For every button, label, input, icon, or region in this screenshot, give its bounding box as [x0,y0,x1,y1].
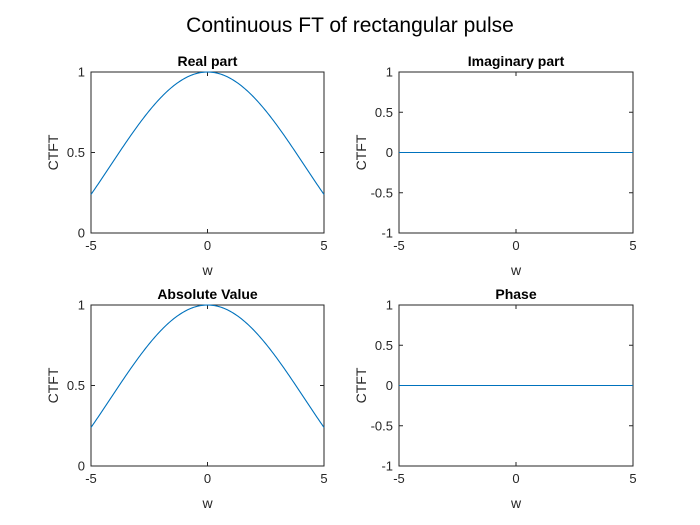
subplot-title: Phase [495,286,536,302]
series-line [90,71,325,195]
x-tick-label: -5 [393,471,405,486]
y-tick-label: 0.5 [375,338,393,353]
y-axis-label: CTFT [353,134,369,170]
y-tick-label: 0 [386,378,393,393]
y-tick-label: 0 [78,226,85,241]
y-tick-label: 1 [78,298,85,313]
y-tick-label: 0.5 [375,105,393,120]
subplot-4: -5 0 5 -1 -0.5 0 0.5 1 Phase w CTFT [353,286,637,511]
y-axis-label: CTFT [45,134,61,170]
x-axis-label: w [201,495,213,511]
y-tick-label: -1 [381,226,393,241]
axes-box [90,304,325,467]
y-tick-label: 0.5 [67,145,85,160]
x-tick-label: 0 [204,471,211,486]
x-tick-label: 5 [629,238,636,253]
y-tick-label: -0.5 [371,185,393,200]
y-tick-label: 0 [386,145,393,160]
x-tick-label: 0 [512,238,519,253]
x-tick-label: -5 [85,238,97,253]
axes-box [90,71,325,234]
figure-title: Continuous FT of rectangular pulse [186,14,514,37]
y-tick-label: -1 [381,459,393,474]
y-tick-label: -0.5 [371,418,393,433]
x-tick-label: 0 [512,471,519,486]
x-tick-label: 5 [320,471,327,486]
x-axis-label: w [201,262,213,278]
x-tick-label: 0 [204,238,211,253]
y-axis-label: CTFT [353,367,369,403]
x-tick-label: -5 [393,238,405,253]
subplot-title: Absolute Value [157,286,258,302]
series-line [90,304,325,428]
x-tick-label: 5 [629,471,636,486]
y-tick-label: 1 [78,65,85,80]
y-tick-label: 1 [386,298,393,313]
subplot-title: Imaginary part [468,53,565,69]
x-axis-label: w [510,495,522,511]
x-tick-label: 5 [320,238,327,253]
y-axis-label: CTFT [45,367,61,403]
y-tick-label: 0 [78,459,85,474]
y-tick-label: 1 [386,65,393,80]
subplot-2: -5 0 5 -1 -0.5 0 0.5 1 Imaginary part w CTFT [353,53,637,278]
x-axis-label: w [510,262,522,278]
subplot-title: Real part [178,53,238,69]
x-tick-label: -5 [85,471,97,486]
y-tick-label: 0.5 [67,378,85,393]
